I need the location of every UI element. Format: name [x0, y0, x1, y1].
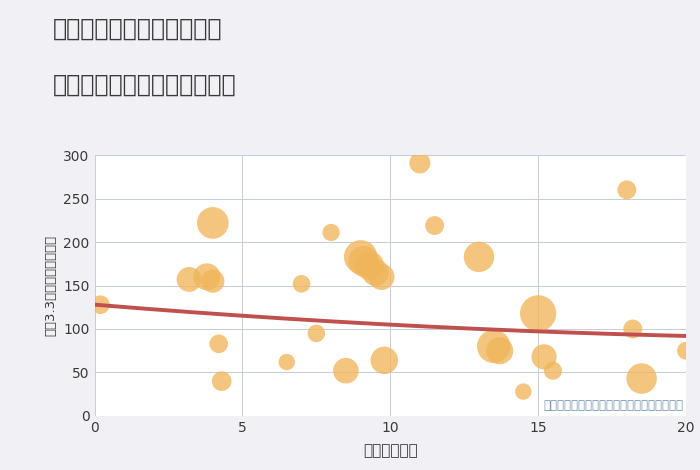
Point [376, 273, 387, 281]
Point [355, 253, 366, 260]
Text: 駅距離別中古マンション価格: 駅距離別中古マンション価格 [52, 73, 236, 97]
Point [202, 273, 213, 281]
X-axis label: 駅距離（分）: 駅距離（分） [363, 443, 418, 458]
Point [636, 375, 648, 382]
Point [414, 159, 426, 167]
Point [533, 310, 544, 317]
Point [183, 276, 195, 283]
Text: 福岡県粕屋郡篠栗町若杉の: 福岡県粕屋郡篠栗町若杉の [52, 16, 222, 40]
Point [326, 229, 337, 236]
Point [680, 347, 692, 354]
Point [622, 186, 633, 194]
Point [216, 377, 228, 385]
Point [358, 258, 369, 265]
Point [473, 253, 484, 260]
Point [494, 347, 505, 354]
Point [488, 343, 499, 350]
Point [364, 262, 375, 269]
Point [627, 325, 638, 333]
Point [207, 277, 218, 285]
Point [547, 367, 559, 375]
Point [296, 280, 307, 288]
Point [370, 269, 381, 276]
Point [94, 301, 106, 308]
Point [518, 388, 529, 395]
Point [311, 329, 322, 337]
Point [429, 222, 440, 229]
Point [538, 353, 550, 360]
Text: 円の大きさは、取引のあった物件面積を示す: 円の大きさは、取引のあった物件面積を示す [543, 399, 683, 412]
Point [340, 367, 351, 375]
Y-axis label: 坪（3.3㎡）単価（万円）: 坪（3.3㎡）単価（万円） [45, 235, 57, 336]
Point [281, 358, 293, 366]
Point [379, 357, 390, 364]
Point [207, 219, 218, 227]
Point [213, 340, 224, 347]
